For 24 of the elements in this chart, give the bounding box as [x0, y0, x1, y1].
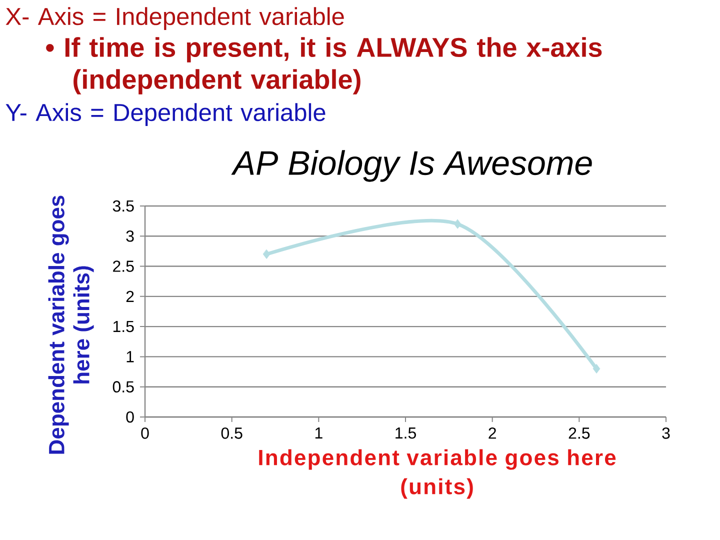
- x-tick-label: 1.5: [396, 427, 416, 439]
- y-tick-label: 3: [126, 230, 134, 242]
- x-tick-label: 0.5: [221, 428, 242, 439]
- x-tick-label: 2: [488, 428, 496, 439]
- x-tick-label: 2.5: [568, 428, 590, 439]
- text: X- Axis = Independent variable: [6, 7, 344, 30]
- point: [592, 364, 600, 374]
- y-tick-label: 2: [126, 290, 134, 302]
- x-tick-label: 0: [141, 428, 149, 439]
- x-tick-label: 1: [315, 427, 322, 439]
- y-tick-label: 1: [126, 351, 134, 362]
- y-tick-label: 1.5: [113, 320, 134, 332]
- point: [454, 219, 462, 229]
- y-tick-label: 2.5: [113, 260, 134, 272]
- chart-title: AP Biology Is Awesome: [231, 150, 592, 182]
- x-axis-title: Independent variable goes here (units): [259, 449, 616, 499]
- y-tick-label: 0.5: [112, 381, 134, 393]
- point: [262, 249, 270, 259]
- x-tick-label: 3: [662, 428, 670, 439]
- y-tick-label: 3.5: [112, 200, 134, 212]
- y-axis-title: Dependent variable goes here (units): [48, 196, 94, 454]
- text: Y- Axis = Dependent variable: [6, 103, 326, 126]
- text: • If time is present, it is ALWAYS the x-axis (independent variable): [46, 37, 602, 94]
- y-tick-label: 0: [126, 411, 134, 423]
